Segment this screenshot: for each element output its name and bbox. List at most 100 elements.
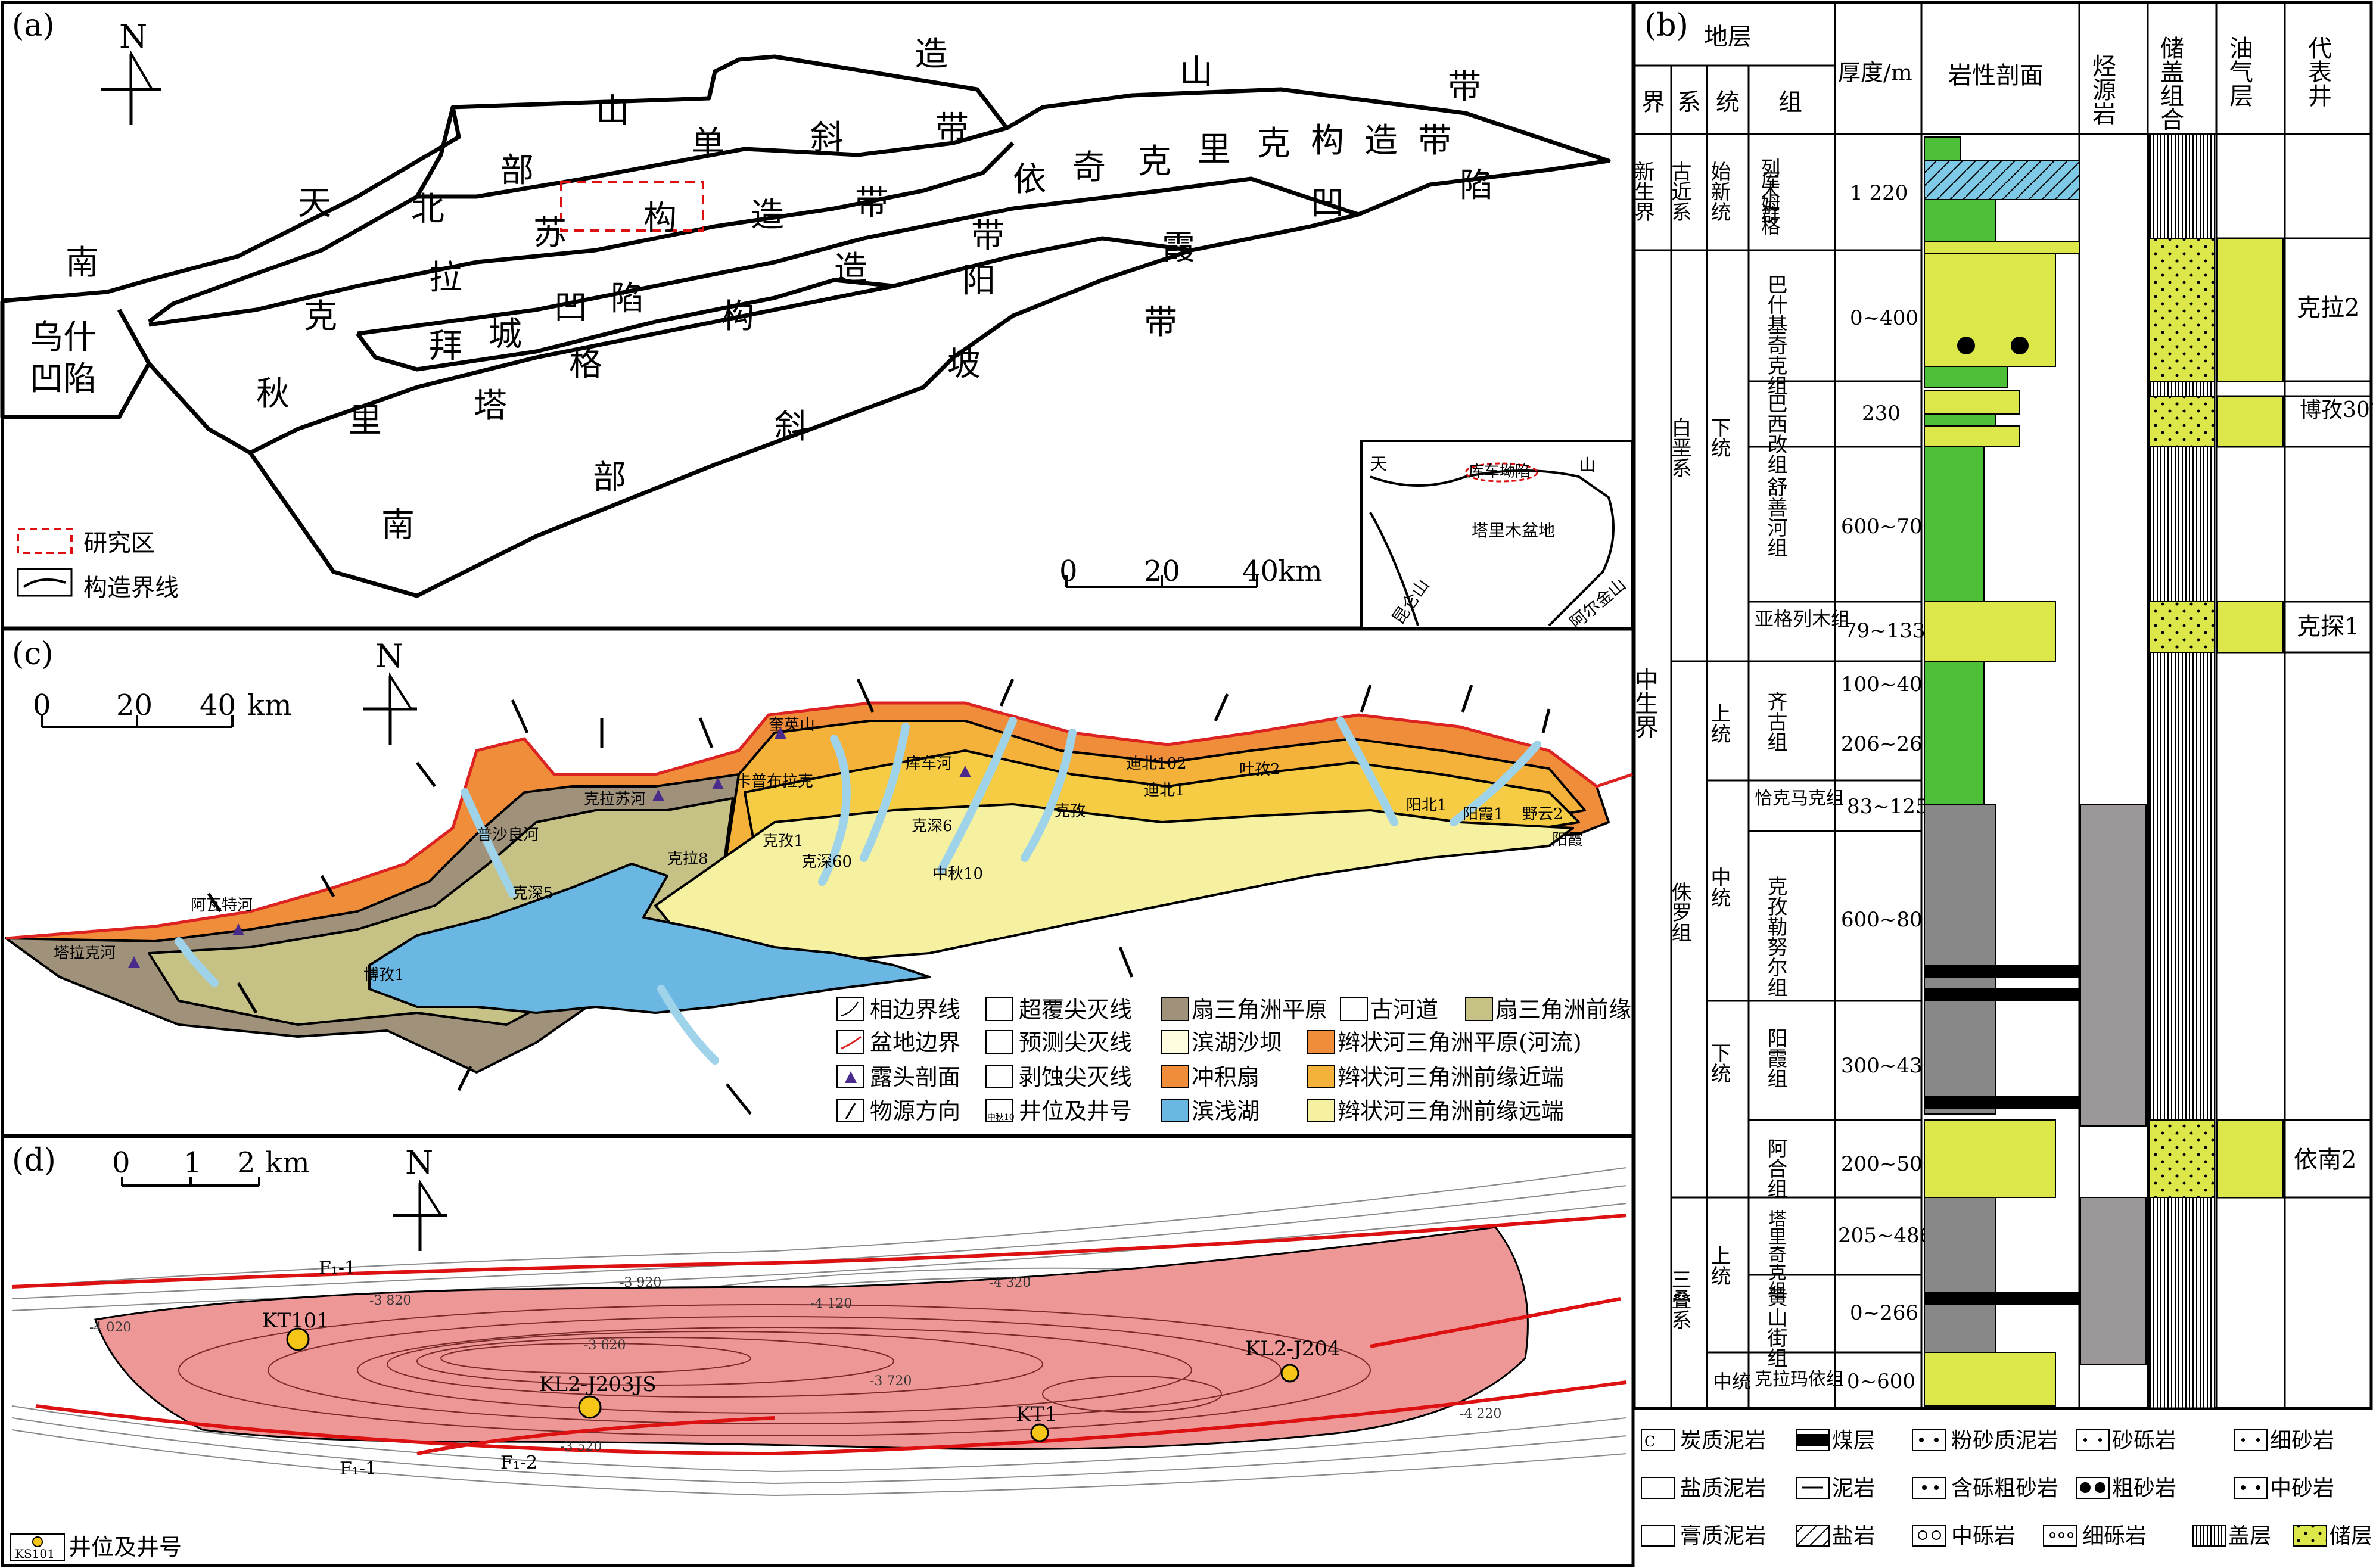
region-char: 山 [596, 92, 629, 130]
legend-a: 研究区 构造界线 [17, 528, 179, 602]
thickness-value: 100~400 [1841, 673, 1935, 696]
region-char: 构 [643, 199, 677, 238]
header-xi: 系 [1677, 89, 1701, 116]
well-label: KT1 [1016, 1402, 1058, 1426]
contour-label: -4 220 [1460, 1407, 1501, 1421]
legend-c4: 砂砾岩 [2112, 1429, 2176, 1453]
scale-unit: km [1278, 555, 1323, 588]
legend-c: 相边界线 盆地边界 露头剖面 物源方向 超覆尖灭线 预测尖灭线 剥蚀尖灭线 井位… [836, 997, 1631, 1124]
strat-grid [1634, 2, 2371, 1410]
legend-c15: 盖层 [2228, 1524, 2271, 1548]
unit-name: 上统 [1707, 703, 1731, 743]
region-char: 构 [1311, 122, 1344, 160]
legend-l12: 冲积扇 [1192, 1064, 1259, 1090]
header-source: 烃源岩 [2088, 54, 2116, 125]
legend-c1: 炭质泥岩 [1680, 1429, 1766, 1453]
unit-name: 黄山街组 [1764, 1287, 1787, 1368]
region-char: 单 [691, 125, 724, 163]
panel-c: (c) 0 20 40 km N [1, 627, 1635, 1137]
region-char: 凹陷 [30, 360, 97, 399]
scale-tick: 40 [1242, 555, 1279, 588]
unit-name: 巴西改组 [1764, 393, 1787, 474]
region-char: 斜 [810, 119, 844, 157]
well-marker [578, 1395, 602, 1419]
legend-c8: 含砾粗砂岩 [1951, 1476, 2058, 1501]
place-label: 克拉苏河 [584, 791, 646, 808]
region-char: 带 [935, 110, 969, 148]
basin-boundary [5, 701, 1633, 940]
north-letter: N [405, 1144, 433, 1181]
place-label: 阳霞1 [1463, 805, 1504, 823]
unit-name: 中生界 [1631, 667, 1658, 739]
unit-name: 下统 [1707, 417, 1731, 458]
contour-labels: -3 820 -3 920 -4 020 -4 120 -4 320 -3 72… [89, 1275, 1501, 1454]
legend-l8: 滨湖沙坝 [1192, 1029, 1282, 1056]
region-char: 拉 [429, 259, 462, 297]
scale-tick: 2 [237, 1146, 256, 1180]
legend-c16: 储层 [2330, 1524, 2372, 1548]
fault-labels: F₁-1 F₁-1 F₁-2 [319, 1258, 537, 1479]
place-label: 普沙良河 [477, 826, 539, 844]
well-marker [286, 1327, 310, 1351]
scale-tick: 0 [33, 689, 51, 722]
unit-name: 古近系 [1668, 161, 1691, 222]
fault-label: F₁-2 [500, 1452, 537, 1473]
place-label: 克孜1 [763, 832, 804, 850]
legend-l1: 相边界线 [870, 997, 960, 1023]
legend-well: 井位及井号 [69, 1534, 182, 1560]
region-char: 北 [411, 190, 444, 229]
scale-bar-a: 0 20 40 km [1059, 555, 1323, 588]
region-char: 陷 [1460, 166, 1493, 205]
contour-label: -3 920 [620, 1275, 661, 1290]
thickness-value: 0~600 [1847, 1370, 1915, 1393]
unit-name: 克孜勒努尔组 [1764, 876, 1787, 997]
legend-c2: 煤层 [1832, 1429, 1875, 1453]
thickness-value: 230 [1862, 402, 1901, 425]
legend-d: KS101 井位及井号 [10, 1533, 182, 1561]
tectonic-boundaries [0, 54, 1611, 598]
contour-label: -3 720 [870, 1374, 912, 1389]
thickness-value: 600~800 [1841, 908, 1935, 932]
scale-tick: 0 [1059, 555, 1078, 588]
thickness-value: 200~500 [1841, 1152, 1935, 1176]
unit-name: 亚格列木组 [1755, 608, 1850, 630]
legend-c6: 盐质泥岩 [1680, 1476, 1766, 1501]
wells: KT101 KL2-J203JS KT1 KL2-J204 [262, 1309, 1341, 1442]
region-char: 塔 [474, 387, 507, 425]
region-char: 造 [834, 250, 867, 288]
legend-l16: 滨浅湖 [1192, 1098, 1259, 1124]
legend-c3: 粉砂质泥岩 [1951, 1429, 2058, 1453]
scale-tick: 40 [200, 689, 236, 722]
legend-l7: 预测尖灭线 [1019, 1029, 1132, 1056]
region-char: 格 [569, 345, 602, 384]
region-char: 坡 [947, 345, 981, 384]
legend-l10: 露头剖面 [870, 1064, 960, 1090]
legend-symbol: C [1644, 1433, 1655, 1450]
region-char: 山 [1180, 53, 1213, 92]
region-char: 克 [1138, 142, 1171, 181]
thickness-value: 300~430 [1841, 1054, 1935, 1078]
legend-boundary: 构造界线 [83, 574, 179, 602]
strat-names: 新生界 古近系 始新统 列库木姆群格 1 220 中生界 白垩系 下统 巴什基奇… [1631, 158, 2373, 1393]
legend-study-area: 研究区 [83, 530, 155, 557]
region-char: 部 [500, 151, 534, 190]
well-name: 依南2 [2294, 1146, 2356, 1174]
contour-label: -4 120 [810, 1296, 852, 1311]
faults [11, 1214, 1627, 1456]
structure-fill [94, 1226, 1529, 1450]
unit-name: 白垩系 [1668, 417, 1691, 478]
fault-label: F₁-1 [340, 1458, 377, 1479]
place-label: 克深60 [801, 853, 852, 871]
thickness-value: 0~400 [1850, 306, 1918, 330]
scale-tick: 0 [112, 1146, 130, 1180]
place-label: 野云2 [1522, 805, 1563, 823]
unit-name: 舒善河组 [1764, 477, 1787, 558]
place-label: 阳霞 [1552, 831, 1583, 849]
unit-name: 阳霞组 [1764, 1028, 1787, 1088]
scale-unit: km [247, 689, 292, 722]
region-char: 带 [971, 217, 1004, 256]
region-char: 克 [304, 297, 337, 336]
legend-l6: 盆地边界 [870, 1029, 960, 1056]
region-char: 霞 [1162, 229, 1195, 267]
north-arrow-d: N [393, 1144, 447, 1251]
